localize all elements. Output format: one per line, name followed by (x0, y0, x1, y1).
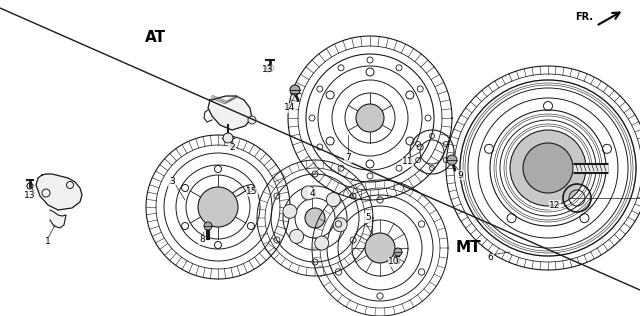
Text: 8: 8 (199, 235, 205, 245)
Circle shape (290, 85, 300, 95)
Text: 5: 5 (365, 214, 371, 222)
Text: FR.: FR. (575, 12, 593, 22)
Text: 4: 4 (309, 189, 315, 198)
Text: 10: 10 (388, 258, 400, 266)
Circle shape (326, 193, 340, 207)
Text: 1: 1 (45, 238, 51, 246)
Text: 13: 13 (262, 65, 274, 75)
Circle shape (305, 208, 325, 228)
Circle shape (356, 104, 384, 132)
Text: AT: AT (145, 31, 166, 46)
Text: 13: 13 (24, 191, 36, 200)
Text: 2: 2 (229, 143, 235, 153)
Circle shape (198, 187, 238, 227)
Text: 9: 9 (457, 171, 463, 179)
Text: 11: 11 (403, 157, 413, 167)
Circle shape (333, 218, 347, 232)
Polygon shape (36, 174, 82, 210)
Polygon shape (208, 96, 252, 130)
Polygon shape (50, 210, 66, 228)
Circle shape (204, 222, 212, 230)
Circle shape (248, 116, 256, 124)
Text: MT: MT (455, 240, 481, 256)
Circle shape (283, 204, 297, 218)
Circle shape (315, 236, 329, 250)
Circle shape (290, 229, 303, 243)
Text: 14: 14 (284, 104, 296, 112)
Text: 3: 3 (169, 178, 175, 186)
Text: 6: 6 (487, 253, 493, 263)
Circle shape (301, 186, 316, 200)
Circle shape (394, 248, 402, 256)
Text: 7: 7 (345, 154, 351, 162)
Circle shape (223, 133, 233, 143)
Circle shape (447, 155, 457, 165)
Circle shape (523, 143, 573, 193)
Text: 12: 12 (549, 200, 561, 210)
Text: 15: 15 (246, 187, 258, 197)
Circle shape (365, 233, 395, 263)
Circle shape (510, 130, 586, 206)
